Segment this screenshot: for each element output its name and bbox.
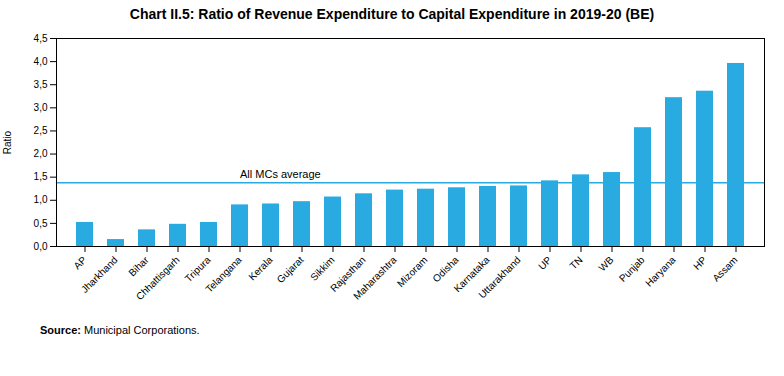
svg-text:Maharashtra: Maharashtra (351, 254, 399, 302)
svg-text:0,5: 0,5 (34, 218, 48, 229)
html-text:Chart II.5: Ratio of Revenue E: Chart II.5: Ratio of Revenue Expenditure… (129, 6, 655, 22)
svg-text:Karnataka: Karnataka (451, 254, 492, 295)
svg-text:Bihar: Bihar (126, 254, 151, 279)
svg-text:All MCs average: All MCs average (240, 168, 321, 180)
svg-text:1,5: 1,5 (34, 171, 48, 182)
svg-text:Telangana: Telangana (203, 254, 244, 295)
svg-text:Jharkhand: Jharkhand (79, 254, 120, 295)
svg-text:1,0: 1,0 (34, 194, 48, 205)
svg-text:Kerala: Kerala (246, 254, 275, 283)
svg-text:Chhattisgarh: Chhattisgarh (134, 254, 182, 302)
svg-text:TN: TN (567, 254, 584, 271)
svg-text:2,5: 2,5 (34, 125, 48, 136)
svg-text:UP: UP (536, 254, 554, 272)
svg-text:Tripura: Tripura (183, 254, 213, 284)
svg-text:HP: HP (691, 254, 709, 272)
svg-text:3,5: 3,5 (34, 79, 48, 90)
svg-text:Assam: Assam (710, 254, 739, 283)
svg-text:2,0: 2,0 (34, 148, 48, 159)
svg-text:Rajasthan: Rajasthan (328, 254, 368, 294)
svg-text:Odisha: Odisha (430, 254, 460, 284)
svg-text:Punjab: Punjab (617, 254, 647, 284)
svg-text:Haryana: Haryana (643, 254, 678, 289)
svg-text:0,0: 0,0 (34, 241, 48, 252)
svg-text:4,5: 4,5 (34, 33, 48, 44)
svg-text:Sikkim: Sikkim (308, 254, 337, 283)
svg-text:3,0: 3,0 (34, 102, 48, 113)
svg-text:WB: WB (597, 254, 616, 273)
svg-text:4,0: 4,0 (34, 56, 48, 67)
svg-text:Ratio: Ratio (2, 130, 13, 154)
svg-text:Mizoram: Mizoram (395, 254, 430, 289)
svg-text:Gujarat: Gujarat (275, 254, 306, 285)
html-text:Source: Municipal Corporations: Source: Municipal Corporations. (40, 324, 200, 336)
svg-text:AP: AP (71, 254, 88, 271)
svg-text:Uttarakhand: Uttarakhand (476, 254, 522, 300)
